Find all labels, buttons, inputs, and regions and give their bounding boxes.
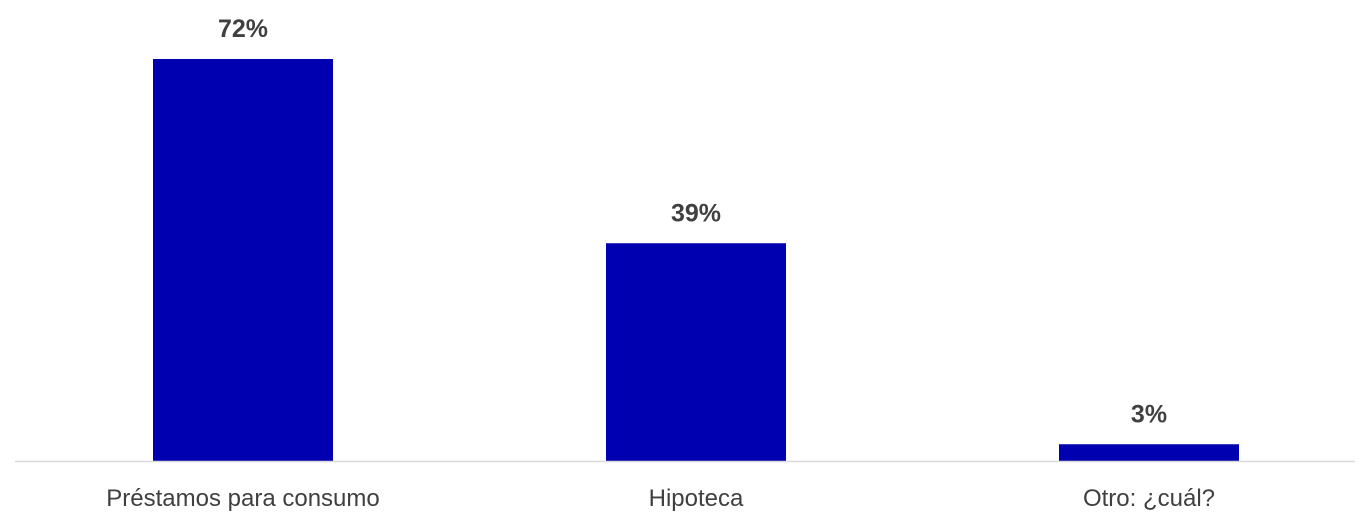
category-label-0: Préstamos para consumo [106, 485, 379, 512]
category-label-2: Otro: ¿cuál? [1083, 485, 1215, 512]
data-label-0: 72% [218, 15, 268, 43]
bar-1 [606, 243, 786, 461]
data-label-1: 39% [671, 199, 721, 227]
category-label-1: Hipoteca [649, 485, 744, 512]
labels-layer: 72% Préstamos para consumo 39% Hipoteca 3% Ot… [106, 15, 1215, 512]
bars-layer [153, 59, 1239, 461]
bar-0 [153, 59, 333, 461]
bar-2 [1059, 444, 1239, 461]
data-label-2: 3% [1131, 400, 1167, 428]
